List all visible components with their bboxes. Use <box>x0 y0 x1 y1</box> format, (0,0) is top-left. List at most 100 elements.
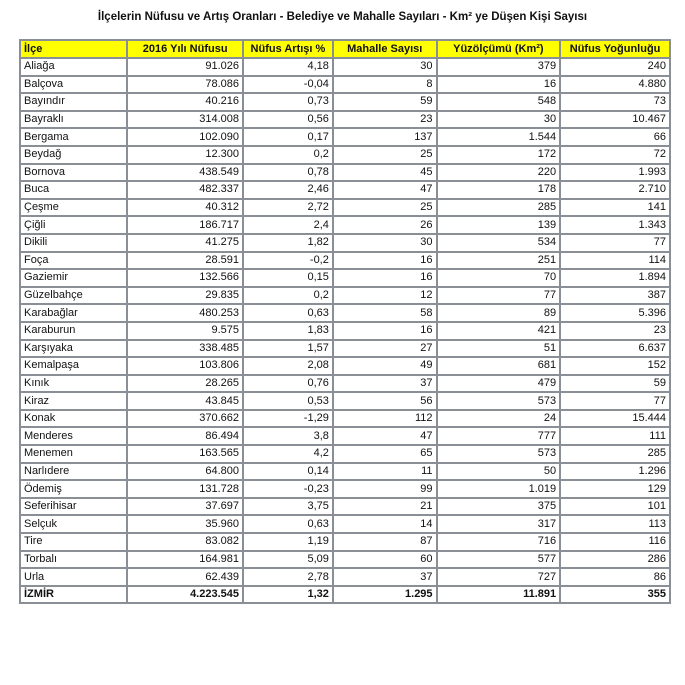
district-name-cell: Bornova <box>18 162 129 183</box>
area-cell: 1.019 <box>435 479 562 499</box>
density-cell: 5.396 <box>559 303 671 323</box>
district-name-cell: Gaziemir <box>18 268 129 288</box>
neighborhood-count-cell: 25 <box>331 144 438 165</box>
district-name-cell: Balçova <box>18 74 129 95</box>
area-cell: 573 <box>435 391 562 411</box>
growth-rate-cell: 0,53 <box>242 391 334 411</box>
population-cell: 482.337 <box>126 180 244 200</box>
neighborhood-count-cell: 11 <box>331 461 438 482</box>
density-cell: 129 <box>559 479 671 499</box>
population-cell: 186.717 <box>126 215 244 235</box>
area-cell: 421 <box>435 320 562 341</box>
density-cell: 387 <box>559 285 671 306</box>
neighborhood-count-cell: 47 <box>331 426 438 447</box>
area-cell: 251 <box>435 250 562 271</box>
district-name-cell: Narlıdere <box>18 461 129 482</box>
neighborhood-count-cell: 16 <box>331 320 438 341</box>
table-title: İlçelerin Nüfusu ve Artış Oranları - Bel… <box>97 11 588 23</box>
neighborhood-count-cell: 30 <box>331 232 438 253</box>
density-cell: 1.993 <box>559 162 671 183</box>
population-cell: 164.981 <box>126 549 244 570</box>
growth-rate-cell: 3,75 <box>242 496 334 517</box>
area-cell: 172 <box>435 144 562 165</box>
growth-rate-cell: 0,78 <box>242 162 334 183</box>
neighborhood-count-cell: 25 <box>331 197 438 218</box>
neighborhood-count-cell: 65 <box>331 444 438 464</box>
density-cell: 1.343 <box>559 215 671 235</box>
header-growth-rate: Nüfus Artışı % <box>242 39 334 59</box>
table-row: Bayraklı 314.008 0,56 23 30 10.467 <box>18 109 671 130</box>
neighborhood-count-cell: 60 <box>331 549 438 570</box>
population-cell: 35.960 <box>126 514 244 535</box>
neighborhood-count-cell: 45 <box>331 162 438 183</box>
population-cell: 9.575 <box>126 320 244 341</box>
neighborhood-count-cell: 37 <box>331 567 438 587</box>
growth-rate-cell: 0,76 <box>242 373 334 394</box>
district-name-cell: Karabağlar <box>18 303 129 323</box>
growth-rate-cell: -1,29 <box>242 408 334 429</box>
district-name-cell: Foça <box>18 250 129 271</box>
growth-rate-cell: 4,2 <box>242 444 334 464</box>
neighborhood-count-cell: 27 <box>331 338 438 359</box>
district-name-cell: Ödemiş <box>18 479 129 499</box>
density-cell: 116 <box>559 532 671 552</box>
growth-rate-cell: -0,23 <box>242 479 334 499</box>
density-cell: 2.710 <box>559 180 671 200</box>
growth-rate-cell: 1,82 <box>242 232 334 253</box>
population-cell: 131.728 <box>126 479 244 499</box>
growth-rate-cell: 2,78 <box>242 567 334 587</box>
growth-rate-cell: 1,83 <box>242 320 334 341</box>
table-row: Torbalı 164.981 5,09 60 577 286 <box>18 549 671 570</box>
population-cell: 314.008 <box>126 109 244 130</box>
area-cell: 777 <box>435 426 562 447</box>
table-row: Seferihisar 37.697 3,75 21 375 101 <box>18 496 671 517</box>
density-cell: 77 <box>559 232 671 253</box>
neighborhood-count-cell: 30 <box>331 57 438 77</box>
table-row: Dikili 41.275 1,82 30 534 77 <box>18 232 671 253</box>
table-row: Foça 28.591 -0,2 16 251 114 <box>18 250 671 271</box>
neighborhood-count-cell: 99 <box>331 479 438 499</box>
district-name-cell: Çiğli <box>18 215 129 235</box>
population-cell: 78.086 <box>126 74 244 95</box>
neighborhood-count-cell: 8 <box>331 74 438 95</box>
district-name-cell: Urla <box>18 567 129 587</box>
area-cell: 727 <box>435 567 562 587</box>
district-name-cell: Konak <box>18 408 129 429</box>
table-row: Beydağ 12.300 0,2 25 172 72 <box>18 144 671 165</box>
growth-rate-cell: 0,2 <box>242 144 334 165</box>
density-cell: 113 <box>559 514 671 535</box>
table-row: Kınık 28.265 0,76 37 479 59 <box>18 373 671 394</box>
density-cell: 141 <box>559 197 671 218</box>
density-cell: 1.296 <box>559 461 671 482</box>
table-row: Menderes 86.494 3,8 47 777 111 <box>18 426 671 447</box>
growth-rate-cell: 2,46 <box>242 180 334 200</box>
table-row: Kemalpaşa 103.806 2,08 49 681 152 <box>18 356 671 376</box>
population-cell: 91.026 <box>126 57 244 77</box>
district-name-cell: Dikili <box>18 232 129 253</box>
district-name-cell: Tire <box>18 532 129 552</box>
area-cell: 51 <box>435 338 562 359</box>
table-row: Ödemiş 131.728 -0,23 99 1.019 129 <box>18 479 671 499</box>
population-cell: 64.800 <box>126 461 244 482</box>
growth-rate-cell: 1,32 <box>242 584 334 605</box>
area-cell: 77 <box>435 285 562 306</box>
neighborhood-count-cell: 16 <box>331 268 438 288</box>
neighborhood-count-cell: 23 <box>331 109 438 130</box>
district-name-cell: Bayraklı <box>18 109 129 130</box>
area-cell: 577 <box>435 549 562 570</box>
table-row: Narlıdere 64.800 0,14 11 50 1.296 <box>18 461 671 482</box>
neighborhood-count-cell: 47 <box>331 180 438 200</box>
table-row: Kiraz 43.845 0,53 56 573 77 <box>18 391 671 411</box>
district-name-cell: Menemen <box>18 444 129 464</box>
growth-rate-cell: 0,14 <box>242 461 334 482</box>
district-name-cell: Beydağ <box>18 144 129 165</box>
density-cell: 66 <box>559 127 671 147</box>
density-cell: 15.444 <box>559 408 671 429</box>
density-cell: 101 <box>559 496 671 517</box>
area-cell: 379 <box>435 57 562 77</box>
growth-rate-cell: 0,56 <box>242 109 334 130</box>
density-cell: 1.894 <box>559 268 671 288</box>
area-cell: 1.544 <box>435 127 562 147</box>
table-row: Karaburun 9.575 1,83 16 421 23 <box>18 320 671 341</box>
growth-rate-cell: 0,17 <box>242 127 334 147</box>
